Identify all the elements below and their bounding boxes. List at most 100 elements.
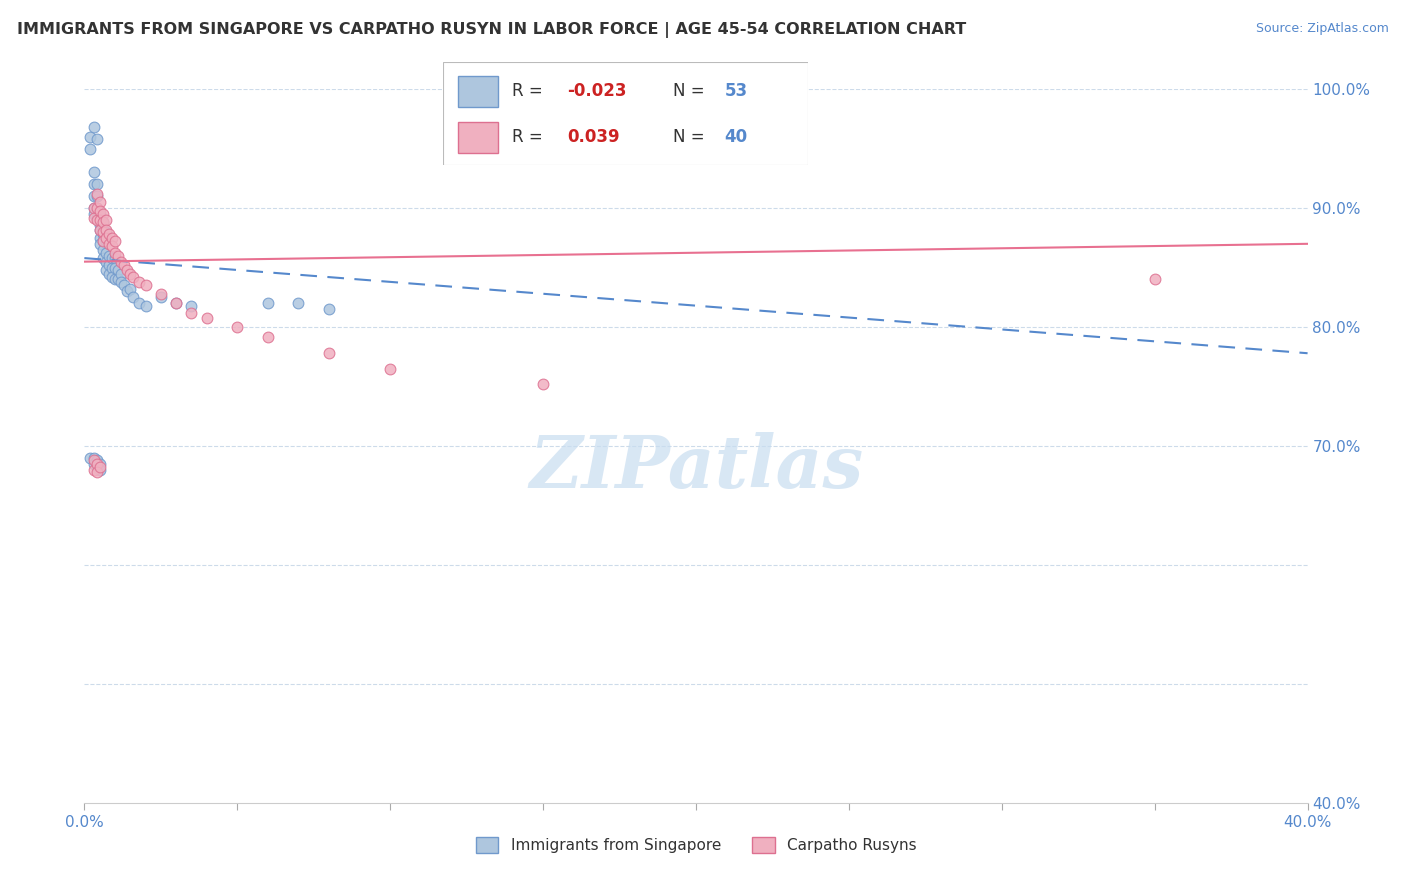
Point [91, 222, 114, 236]
Point [83, 450, 105, 465]
Point [79, 450, 101, 465]
Point [83, 211, 105, 225]
Point [112, 258, 135, 272]
Point [257, 329, 280, 343]
Point [86, 213, 108, 227]
Point [94, 263, 117, 277]
Point [86, 453, 108, 467]
Point [94, 254, 117, 268]
Point [101, 239, 124, 253]
Point [101, 251, 124, 265]
Point [94, 246, 117, 260]
Point [380, 361, 402, 376]
Point [89, 213, 111, 227]
Point [89, 463, 111, 477]
Point [97, 267, 120, 281]
Point [94, 231, 117, 245]
Point [91, 235, 114, 249]
Point [101, 231, 124, 245]
Point [86, 211, 108, 225]
Text: N =: N = [673, 128, 710, 146]
Point [89, 218, 111, 232]
Point [91, 215, 114, 229]
Point [89, 457, 111, 471]
Point [97, 227, 120, 242]
Point [86, 457, 108, 471]
Point [104, 246, 127, 260]
Point [83, 189, 105, 203]
Point [86, 189, 108, 203]
Point [1143, 272, 1166, 286]
Point [318, 302, 340, 317]
Point [135, 278, 157, 293]
Point [165, 296, 187, 310]
Point [89, 222, 111, 236]
Point [83, 120, 105, 135]
Point [101, 270, 124, 285]
Point [86, 186, 108, 201]
Text: R =: R = [512, 128, 554, 146]
Point [83, 178, 105, 192]
Point [86, 465, 108, 479]
Point [287, 296, 309, 310]
Point [86, 201, 108, 215]
Point [89, 222, 111, 236]
Point [97, 236, 120, 251]
Point [86, 201, 108, 215]
Point [180, 306, 202, 320]
Point [107, 249, 129, 263]
Point [110, 254, 132, 268]
Point [89, 203, 111, 218]
Point [83, 201, 105, 215]
Point [104, 251, 127, 265]
Point [83, 165, 105, 179]
Point [120, 267, 142, 281]
Point [257, 296, 280, 310]
Point [89, 213, 111, 227]
Point [89, 231, 111, 245]
Point [86, 132, 108, 146]
Point [94, 222, 117, 236]
Point [104, 272, 127, 286]
Point [115, 285, 138, 299]
Point [94, 225, 117, 239]
Point [97, 249, 120, 263]
Point [79, 129, 101, 144]
Point [101, 260, 124, 275]
Point [180, 299, 202, 313]
Point [112, 278, 135, 293]
Point [89, 195, 111, 210]
Point [107, 263, 129, 277]
Text: Source: ZipAtlas.com: Source: ZipAtlas.com [1256, 22, 1389, 36]
Point [83, 457, 105, 471]
Point [91, 207, 114, 221]
Point [531, 377, 554, 392]
Point [94, 235, 117, 249]
Point [97, 258, 120, 272]
Point [104, 260, 127, 275]
Point [94, 213, 117, 227]
Point [128, 296, 150, 310]
Point [110, 275, 132, 289]
Point [115, 263, 138, 277]
Text: 53: 53 [724, 82, 748, 100]
Point [79, 142, 101, 156]
Point [107, 272, 129, 286]
FancyBboxPatch shape [457, 76, 498, 106]
Point [86, 460, 108, 475]
Point [83, 201, 105, 215]
Text: -0.023: -0.023 [567, 82, 627, 100]
Point [89, 207, 111, 221]
Text: IMMIGRANTS FROM SINGAPORE VS CARPATHO RUSYN IN LABOR FORCE | AGE 45-54 CORRELATI: IMMIGRANTS FROM SINGAPORE VS CARPATHO RU… [17, 22, 966, 38]
Text: R =: R = [512, 82, 548, 100]
Point [149, 286, 172, 301]
Point [104, 235, 127, 249]
Point [83, 463, 105, 477]
FancyBboxPatch shape [443, 62, 808, 165]
Point [89, 236, 111, 251]
Point [91, 225, 114, 239]
Point [91, 243, 114, 257]
Point [91, 251, 114, 265]
Legend: Immigrants from Singapore, Carpatho Rusyns: Immigrants from Singapore, Carpatho Rusy… [470, 831, 922, 859]
Point [149, 290, 172, 304]
